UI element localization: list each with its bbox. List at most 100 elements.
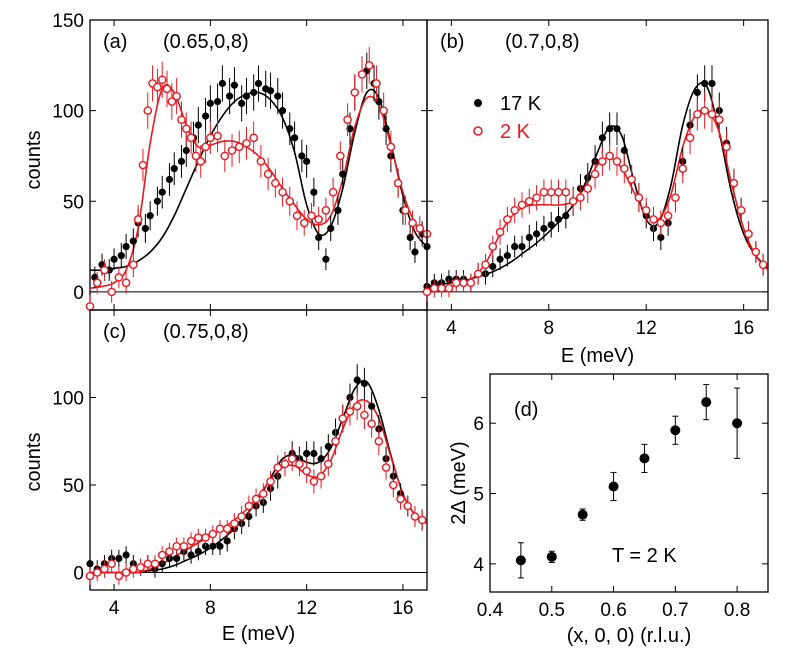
data-point: [150, 559, 160, 569]
data-point: [379, 106, 388, 115]
data-point: [515, 555, 526, 566]
data-point: [173, 554, 181, 563]
data-point: [263, 169, 273, 179]
data-point: [201, 533, 210, 542]
data-point: [510, 206, 519, 215]
x-axis-label: (x, 0, 0) (r.l.u.): [567, 625, 691, 647]
data-point: [590, 169, 600, 179]
data-point: [110, 255, 118, 263]
data-point: [350, 88, 360, 97]
data-point: [406, 233, 414, 242]
y-tick-label: 5: [473, 485, 484, 506]
x-tick-label: 12: [296, 598, 317, 619]
data-point: [85, 571, 95, 581]
data-point: [368, 402, 376, 410]
data-point: [321, 206, 331, 215]
data-point: [157, 75, 167, 85]
data-point: [554, 187, 563, 197]
y-tick-label: 6: [473, 414, 484, 435]
data-point: [417, 515, 427, 525]
data-point: [170, 165, 178, 173]
data-point: [554, 215, 563, 223]
data-point: [357, 70, 367, 79]
data-point: [238, 99, 246, 107]
data-point: [303, 157, 311, 165]
data-point: [473, 269, 483, 279]
y-tick-label: 0: [73, 283, 84, 304]
data-point: [532, 193, 541, 202]
data-point: [352, 401, 362, 411]
data-point: [285, 196, 295, 206]
data-point: [266, 477, 275, 486]
fit-curve-17k: [426, 81, 769, 288]
data-point: [186, 133, 196, 143]
x-tick-label: 0.4: [477, 600, 504, 621]
data-point: [194, 533, 203, 542]
data-point: [259, 489, 268, 499]
data-point: [237, 512, 246, 521]
x-tick-label: 0.5: [539, 600, 565, 621]
panel-c: 4 8 12 16 0 50 100 (c) (0.75,0,8) counts E (meV): [23, 309, 428, 645]
data-point: [286, 125, 294, 133]
data-point: [250, 88, 258, 97]
y-axis-label: counts: [23, 433, 45, 492]
data-point: [316, 471, 326, 481]
data-point: [299, 218, 309, 228]
panel-title: (0.75,0,8): [163, 321, 249, 343]
data-point: [254, 79, 263, 88]
data-point: [701, 397, 712, 408]
data-point: [374, 436, 384, 446]
data-point: [146, 212, 154, 220]
data-point: [209, 542, 217, 550]
data-point: [226, 92, 234, 100]
panel-tag: (c): [103, 321, 126, 343]
panel-tag: (a): [103, 31, 127, 53]
data-point: [410, 512, 420, 521]
data-point: [165, 547, 174, 556]
data-point: [338, 414, 348, 423]
y-tick-label: 0: [73, 564, 84, 585]
data-point: [143, 559, 153, 569]
data-point: [107, 287, 116, 297]
data-point: [758, 260, 768, 269]
legend-marker-2k: [473, 126, 483, 136]
data-point: [562, 212, 570, 220]
x-axis-label: E (meV): [561, 345, 634, 367]
data-point: [612, 157, 622, 166]
data-point: [729, 178, 739, 188]
data-point: [256, 157, 266, 166]
data-point: [511, 242, 519, 251]
x-tick-label: 16: [392, 598, 413, 619]
data-point: [234, 142, 244, 152]
data-point: [367, 419, 376, 429]
data-point: [291, 134, 299, 142]
data-point: [466, 278, 476, 288]
data-point: [451, 278, 461, 288]
data-point: [186, 536, 196, 546]
data-point: [230, 81, 239, 89]
data-point: [162, 84, 172, 94]
data-point: [274, 92, 282, 100]
data-point: [533, 230, 541, 238]
data-point: [576, 193, 585, 202]
data-point: [107, 559, 116, 569]
x-tick-label: 12: [636, 318, 657, 339]
data-point: [393, 178, 403, 188]
fit-curve-2k: [90, 399, 428, 574]
data-point: [121, 278, 131, 288]
data-point: [736, 206, 746, 215]
data-point: [657, 233, 665, 242]
data-point: [324, 459, 333, 469]
data-point: [503, 252, 511, 260]
y-tick-label: 100: [52, 102, 84, 123]
data-point: [577, 509, 588, 520]
data-point: [153, 82, 162, 92]
data-point: [732, 418, 743, 429]
data-point: [343, 115, 352, 124]
data-point: [619, 164, 629, 173]
data-point: [346, 125, 354, 133]
data-point: [317, 455, 325, 463]
fit-curve-17k: [89, 88, 428, 272]
data-point: [744, 229, 753, 239]
data-point: [583, 184, 593, 193]
